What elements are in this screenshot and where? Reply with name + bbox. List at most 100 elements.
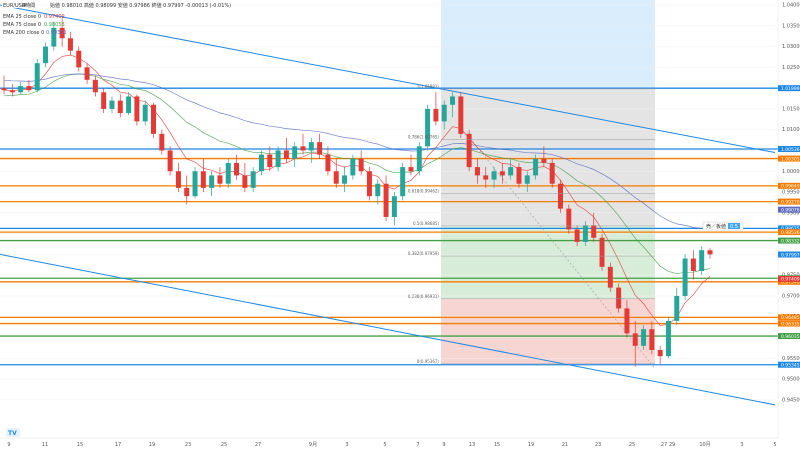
time-tick-label: 5 bbox=[383, 442, 386, 448]
candle-body bbox=[665, 320, 671, 357]
interval-label[interactable]: 4時間 bbox=[22, 3, 35, 9]
candle-body bbox=[333, 171, 339, 184]
fib-label: 0.236(0.96931) bbox=[408, 294, 440, 299]
time-tick-label: 3 bbox=[345, 442, 348, 448]
candle-body bbox=[67, 38, 73, 51]
candle-body bbox=[657, 349, 663, 357]
price-tick-label: 1.04000 bbox=[782, 3, 800, 9]
candle-body bbox=[134, 96, 140, 122]
ema75-label[interactable]: EMA 75 close 0 bbox=[3, 22, 41, 28]
level-tag-bg bbox=[778, 145, 800, 152]
candle-body bbox=[267, 154, 273, 168]
candle-body bbox=[142, 104, 148, 122]
candle-body bbox=[466, 133, 472, 168]
ema25-line bbox=[3, 54, 711, 326]
horizontal-levels bbox=[0, 87, 778, 366]
candle-body bbox=[549, 162, 555, 184]
time-tick-label: 10月 bbox=[699, 442, 710, 448]
candle-body bbox=[499, 171, 505, 176]
candle-body bbox=[591, 225, 597, 238]
time-tick-label: 11 bbox=[42, 442, 48, 448]
candle-body bbox=[292, 146, 298, 159]
price-tag-bg bbox=[778, 275, 800, 282]
candle-body bbox=[524, 175, 530, 184]
candle-body bbox=[632, 333, 638, 346]
annotation-tag-bg bbox=[728, 223, 740, 229]
candle-body bbox=[192, 171, 198, 197]
candle-body bbox=[416, 146, 422, 172]
fib-label: 0.382(0.97959) bbox=[408, 251, 440, 256]
candle-body bbox=[101, 92, 107, 109]
candle-body bbox=[275, 150, 281, 168]
price-tag-label: 0.97409 bbox=[781, 277, 800, 283]
candle-body bbox=[43, 46, 49, 64]
candle-body bbox=[483, 175, 489, 180]
ema75-line bbox=[3, 73, 711, 275]
level-tag-label: 0.99649 bbox=[781, 184, 800, 190]
candle-body bbox=[450, 96, 456, 105]
fib-middle-zone bbox=[441, 225, 655, 299]
price-annotation[interactable]: 売／板値 0.5 bbox=[702, 221, 744, 231]
candle-body bbox=[34, 63, 40, 91]
time-tick-label: 23 bbox=[595, 442, 601, 448]
candle-body bbox=[408, 167, 414, 172]
level-tag-bg bbox=[778, 314, 800, 321]
time-tick-label: 15 bbox=[494, 442, 500, 448]
candle-body bbox=[690, 258, 696, 271]
time-axis-bg bbox=[0, 438, 800, 450]
candle-body bbox=[117, 100, 123, 114]
symbol-label[interactable]: EUR/USD bbox=[3, 3, 26, 9]
fib-lower-zone bbox=[441, 298, 655, 364]
level-tag-bg bbox=[778, 333, 800, 340]
candle-body bbox=[491, 171, 497, 180]
time-tick-label: 13 bbox=[469, 442, 475, 448]
candle-body bbox=[308, 142, 314, 151]
candle-body bbox=[674, 295, 680, 321]
candle-body bbox=[458, 96, 464, 134]
fib-upper-zone bbox=[441, 88, 655, 226]
time-tick-label: 21 bbox=[562, 442, 568, 448]
annotation-tag: 0.5 bbox=[730, 224, 738, 230]
candle-body bbox=[225, 162, 231, 184]
fib-labels: 1(1.01983) 0.786(1.00765) 0.618(0.99462) 0.… bbox=[408, 84, 655, 365]
level-tag-bg bbox=[778, 198, 800, 205]
time-tick-label: 19 bbox=[528, 442, 534, 448]
level-tag-bg bbox=[778, 229, 800, 236]
time-tick-label: 9月 bbox=[309, 442, 317, 448]
candle-body bbox=[159, 133, 165, 151]
candle-body bbox=[383, 183, 389, 217]
level-tag-label: 0.96035 bbox=[781, 334, 800, 340]
level-tag-bg bbox=[778, 320, 800, 327]
candle-body bbox=[167, 150, 173, 172]
level-tag-bg bbox=[778, 182, 800, 189]
time-tick-label: 5 bbox=[773, 442, 776, 448]
candle-body bbox=[699, 250, 705, 271]
candle-body bbox=[300, 146, 306, 151]
ema200-label[interactable]: EMA 200 close 0 bbox=[3, 30, 44, 36]
ema200-value: 0.99351 bbox=[46, 30, 67, 36]
price-tag-label: 0.97997 bbox=[781, 252, 800, 258]
level-tag-bg bbox=[778, 225, 800, 232]
ema25-label[interactable]: EMA 25 close 0 bbox=[3, 14, 41, 20]
price-tag-bg bbox=[778, 251, 800, 258]
candle-body bbox=[541, 158, 547, 163]
candle-body bbox=[92, 79, 98, 93]
trendlines bbox=[0, 4, 776, 406]
time-tick-label: 19 bbox=[149, 442, 155, 448]
candle-body bbox=[200, 171, 206, 188]
candle-body bbox=[624, 308, 630, 334]
level-tag-label: 0.98536 bbox=[781, 230, 800, 236]
candle-body bbox=[76, 50, 82, 68]
annotation-box bbox=[702, 221, 744, 231]
candle-body bbox=[217, 175, 223, 184]
price-tag-label: 0.99076 bbox=[781, 207, 800, 213]
price-tick-label: 1.03500 bbox=[782, 23, 800, 29]
